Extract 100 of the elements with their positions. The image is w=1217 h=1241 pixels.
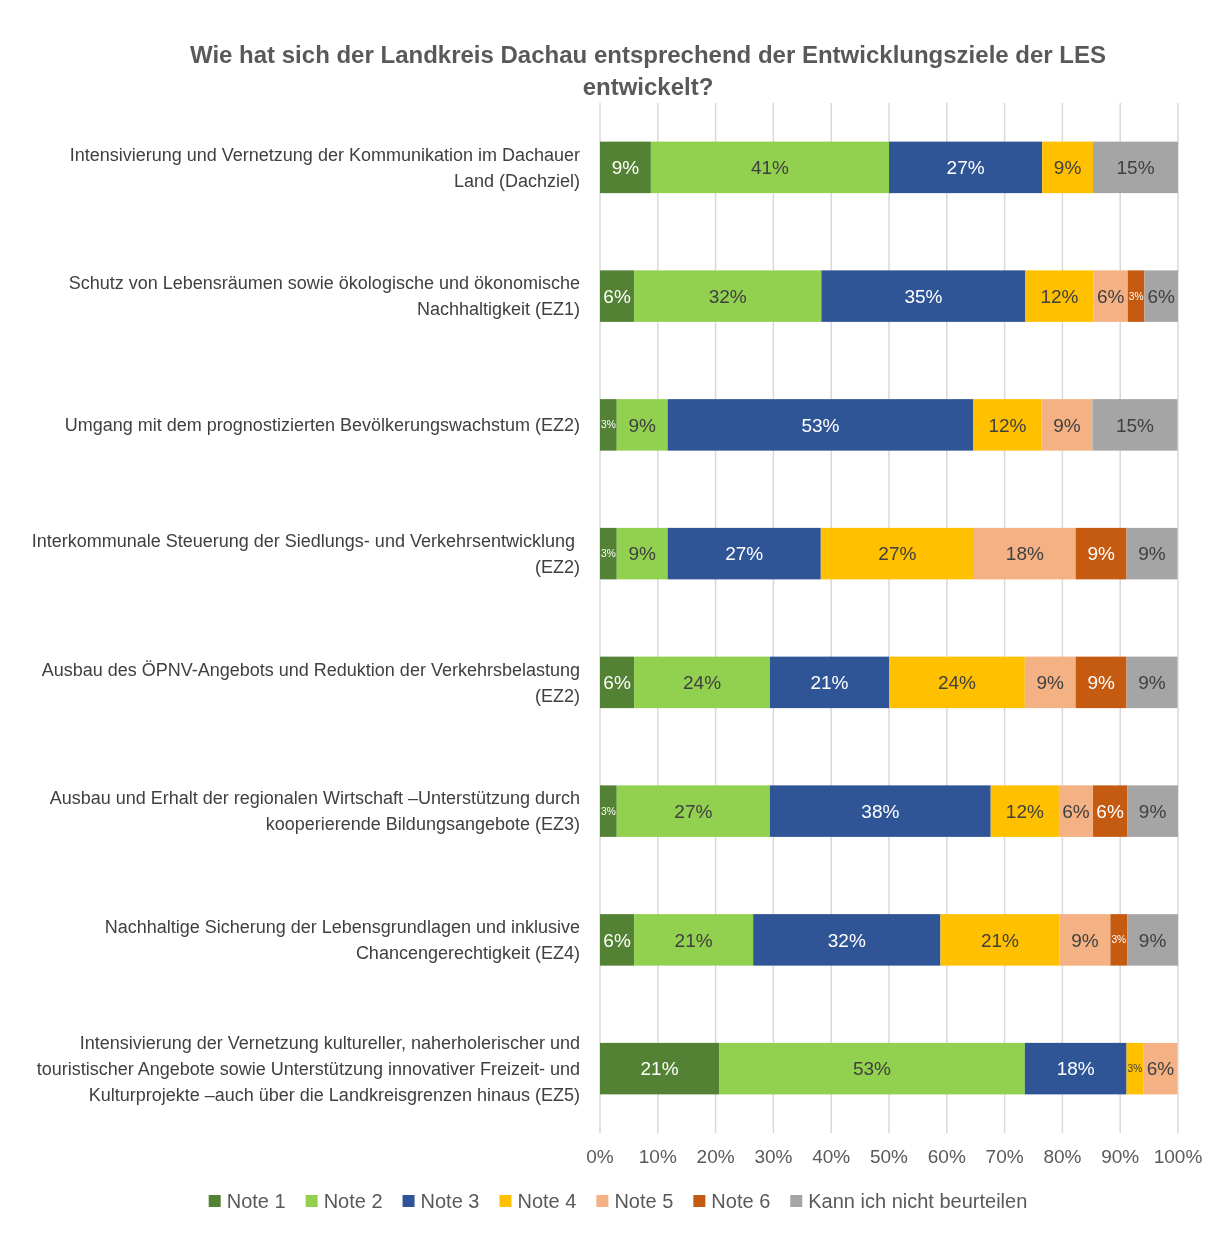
bar xyxy=(753,914,941,966)
data-label: 15% xyxy=(1115,414,1155,436)
x-tick-label: 40% xyxy=(812,1146,851,1167)
data-label: 3% xyxy=(1128,290,1144,302)
bar xyxy=(1024,1042,1127,1095)
x-tick-label: 80% xyxy=(1043,1146,1082,1167)
data-label: 3% xyxy=(1127,1063,1143,1075)
data-label: 24% xyxy=(683,672,722,694)
bar xyxy=(821,270,1026,322)
data-label: 21% xyxy=(810,672,849,694)
x-tick-label: 90% xyxy=(1101,1146,1140,1167)
data-label: 3% xyxy=(601,419,616,431)
y-tick-label: Nachhaltige Sicherung der Lebensgrundlagen und inklusive Chancengerechtigkeit (EZ4) xyxy=(104,917,580,964)
y-tick-label: Intensivierung und Vernetzung der Kommunikation im Dachauer Land (Dachziel) xyxy=(69,144,580,191)
data-label: 9% xyxy=(1138,929,1167,951)
bar xyxy=(1093,141,1178,194)
bar xyxy=(1126,656,1178,709)
y-tick-label: Interkommunale Steuerung der Siedlungs- und Verkehrsentwicklung (EZ2) xyxy=(31,530,580,577)
legend-label: Note 4 xyxy=(517,1190,577,1212)
x-tick-label: 60% xyxy=(927,1146,966,1167)
bar xyxy=(650,141,889,194)
bar xyxy=(769,785,991,837)
data-label: 6% xyxy=(603,672,631,694)
bar xyxy=(1075,527,1127,580)
bar xyxy=(1024,656,1076,709)
x-tick-label: 0% xyxy=(586,1146,614,1167)
x-tick-label: 10% xyxy=(638,1146,677,1167)
data-label: 6% xyxy=(603,285,631,307)
legend-label: Note 3 xyxy=(420,1190,480,1212)
bar xyxy=(667,399,974,451)
bar xyxy=(667,527,821,580)
data-label: 6% xyxy=(1096,285,1125,307)
bar xyxy=(769,656,889,709)
data-label: 9% xyxy=(1036,672,1065,694)
bar xyxy=(616,527,668,580)
bar xyxy=(600,527,617,580)
bar xyxy=(1042,141,1094,194)
data-label: 9% xyxy=(1053,157,1082,179)
bar xyxy=(973,399,1042,451)
bar xyxy=(1041,399,1093,451)
bar xyxy=(719,1042,1025,1095)
bar xyxy=(889,656,1025,709)
bar xyxy=(1127,785,1178,837)
data-label: 53% xyxy=(852,1058,892,1080)
data-label: 27% xyxy=(946,157,985,179)
x-tick-label: 50% xyxy=(869,1146,909,1167)
data-label: 6% xyxy=(1146,1058,1175,1080)
y-tick-label: Ausbau und Erhalt der regionalen Wirtschaft –Unterstützung durch kooperierende Bildungsangebote (EZ3) xyxy=(49,788,580,835)
data-label: 6% xyxy=(603,929,631,951)
bar xyxy=(600,399,617,451)
data-label: 35% xyxy=(904,285,943,307)
bar xyxy=(634,270,822,322)
data-label: 41% xyxy=(750,157,790,179)
bar xyxy=(616,785,770,837)
data-label: 15% xyxy=(1116,157,1155,179)
x-tick-label: 30% xyxy=(754,1146,793,1167)
bar xyxy=(1144,270,1178,322)
bar xyxy=(820,527,974,580)
x-tick-label: 70% xyxy=(985,1146,1024,1167)
data-label: 9% xyxy=(1053,414,1081,436)
bar xyxy=(634,914,754,966)
data-label: 9% xyxy=(1087,543,1115,565)
data-label: 3% xyxy=(601,805,616,817)
legend-label: Note 2 xyxy=(323,1190,383,1212)
data-label: 9% xyxy=(1138,543,1166,565)
legend-label: Note 1 xyxy=(226,1190,286,1212)
y-tick-label: Intensivierung der Vernetzung kultureller, naherholerischer und touristischer Angebote sowie Unterstützung innovativer Freizeit- und Kulturprojekte –auch über die Landkreisgrenzen hinaus (EZ5) xyxy=(36,1032,580,1105)
bar xyxy=(1092,399,1178,451)
bar xyxy=(889,141,1043,194)
y-tick-label: Ausbau des ÖPNV-Angebots und Reduktion der Verkehrsbelastung (EZ2) xyxy=(41,659,580,706)
data-label: 9% xyxy=(628,414,657,436)
bar xyxy=(1075,656,1127,709)
bar xyxy=(1110,914,1128,966)
data-label: 18% xyxy=(1005,543,1044,565)
bar xyxy=(600,785,617,837)
bar xyxy=(940,914,1060,966)
data-label: 9% xyxy=(1071,929,1099,951)
data-label: 3% xyxy=(1111,934,1127,946)
data-label: 9% xyxy=(1138,672,1166,694)
bar xyxy=(973,527,1076,580)
data-label: 9% xyxy=(611,157,640,179)
data-label: 9% xyxy=(628,543,657,565)
data-label: 53% xyxy=(801,414,840,436)
data-label: 21% xyxy=(640,1058,679,1080)
bar xyxy=(1126,527,1178,580)
legend-label: Kann ich nicht beurteilen xyxy=(808,1190,1028,1212)
data-label: 27% xyxy=(878,543,917,565)
data-label: 9% xyxy=(1138,800,1167,822)
data-label: 21% xyxy=(674,929,713,951)
legend-label: Note 5 xyxy=(614,1190,674,1212)
data-label: 6% xyxy=(1062,800,1090,822)
data-label: 27% xyxy=(725,543,764,565)
data-label: 12% xyxy=(1040,285,1079,307)
data-label: 12% xyxy=(1005,800,1044,822)
bar xyxy=(1059,914,1111,966)
data-label: 18% xyxy=(1056,1058,1095,1080)
y-tick-label: Umgang mit dem prognostizierten Bevölkerungswachstum (EZ2) xyxy=(64,415,580,436)
bar xyxy=(1025,270,1094,322)
bar xyxy=(616,399,668,451)
data-label: 9% xyxy=(1087,672,1115,694)
